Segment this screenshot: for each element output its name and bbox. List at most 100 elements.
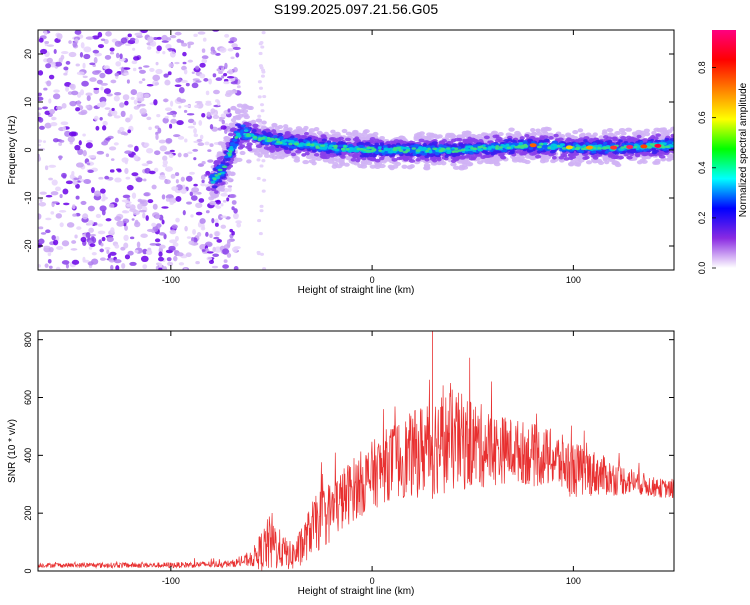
spectrum-noise-blob [100, 86, 103, 90]
spectrum-ridge-blob [421, 153, 425, 156]
spectrum-noise-blob [141, 256, 149, 262]
spectrum-noise-blob [37, 155, 41, 161]
spectrum-noise-blob [69, 131, 77, 136]
spectrum-ridge-blob [575, 163, 581, 167]
spectrum-ridge-blob [407, 165, 414, 169]
spectrum-noise-blob [100, 257, 106, 261]
spectrum-noise-blob [165, 166, 173, 172]
spectrum-ridge-blob [659, 155, 666, 159]
spectrum-noise-blob [110, 47, 115, 51]
spectrum-noise-blob [156, 114, 160, 117]
spectrum-ridge-blob [254, 151, 261, 155]
spectrum-ridge-blob [302, 160, 309, 164]
spectrum-noise-blob [207, 112, 211, 117]
spectrum-noise-blob [257, 177, 261, 180]
spectrum-noise-blob [114, 92, 121, 96]
spectrum-ridge-blob [626, 156, 632, 160]
spectrum-noise-blob [224, 34, 229, 38]
spectrum-noise-blob [167, 257, 172, 261]
spectrum-ridge-blob [360, 135, 366, 139]
spectrum-noise-blob [115, 61, 121, 66]
spectrum-ridge-blob [578, 128, 584, 132]
spectrum-noise-blob [53, 240, 58, 246]
spectrum-noise-blob [257, 115, 261, 118]
spectrum-noise-blob [36, 213, 42, 219]
spectrum-noise-blob [178, 106, 181, 109]
spectrum-noise-blob [213, 237, 219, 239]
spectrum-noise-blob [117, 169, 122, 172]
spectrum-noise-blob [82, 63, 85, 69]
spectrum-noise-blob [98, 177, 103, 180]
spectrum-noise-blob [114, 115, 121, 118]
spectrum-noise-blob [114, 259, 122, 263]
spectrum-ridge-blob [501, 156, 507, 160]
spectrum-noise-blob [220, 216, 227, 219]
spectrum-noise-blob [102, 193, 105, 198]
spectrum-noise-blob [199, 63, 205, 68]
spectrum-noise-blob [76, 63, 80, 66]
spectrum-ridge-blob [635, 154, 640, 158]
spectrum-noise-blob [51, 235, 55, 240]
spectrum-noise-blob [144, 143, 150, 147]
spectrum-ridge-blob [314, 153, 319, 157]
spectrum-noise-blob [186, 252, 192, 257]
spectrum-noise-blob [124, 150, 132, 154]
spectrum-ridge-blob [378, 146, 382, 149]
spectrum-noise-blob [59, 210, 66, 213]
spectrum-noise-blob [163, 73, 168, 77]
spectrum-ridge-blob [242, 109, 248, 113]
spectrum-noise-blob [101, 101, 106, 106]
spectrum-noise-blob [99, 73, 105, 78]
spectrum-noise-blob [206, 91, 210, 96]
spectrum-ridge-blob [472, 139, 478, 143]
spectrum-noise-blob [51, 191, 59, 195]
spectrum-ridge-blob [451, 139, 456, 143]
spectrum-noise-blob [56, 246, 63, 250]
spectrum-ridge-blob [592, 142, 597, 145]
spectrum-noise-blob [65, 86, 69, 91]
spectrum-ridge-blob [403, 158, 408, 162]
spectrum-ridge-blob [221, 161, 226, 164]
spectrum-ridge-blob [238, 146, 243, 150]
spectrum-noise-blob [148, 127, 152, 131]
spectrum-noise-blob [102, 237, 106, 241]
spectrum-noise-blob [201, 161, 205, 164]
spectrum-noise-blob [122, 200, 129, 203]
spectrum-noise-blob [86, 36, 94, 39]
spectrum-noise-blob [71, 171, 74, 176]
spectrum-noise-blob [72, 214, 77, 217]
spectrum-noise-blob [170, 101, 173, 107]
spectrum-ridge-blob [345, 138, 351, 142]
spectrum-noise-blob [201, 175, 206, 180]
spectrum-noise-blob [215, 99, 219, 102]
spectrum-noise-blob [83, 150, 87, 156]
spectrum-noise-blob [260, 209, 264, 212]
spectrum-ridge-blob [242, 113, 249, 117]
spectrum-noise-blob [216, 77, 223, 81]
spectrum-noise-blob [143, 179, 147, 182]
spectrum-noise-blob [171, 224, 177, 228]
spectrum-noise-blob [222, 264, 229, 269]
spectrum-noise-blob [38, 239, 44, 245]
spectrum-noise-blob [79, 140, 82, 145]
spectrum-noise-blob [202, 224, 205, 229]
spectrum-ridge-blob [261, 150, 268, 154]
spectrum-noise-blob [94, 57, 98, 63]
spectrum-noise-blob [115, 198, 119, 203]
spectrum-ridge-blob [232, 139, 237, 142]
spectrum-noise-blob [105, 69, 113, 75]
spectrum-noise-blob [43, 88, 47, 91]
spectrum-noise-blob [159, 140, 166, 144]
spectrum-noise-blob [194, 134, 198, 137]
spectrum-ridge-blob [256, 118, 263, 122]
spectrum-noise-blob [49, 75, 54, 80]
spectrum-ridge-blob [652, 149, 657, 152]
spectrum-noise-blob [155, 238, 160, 242]
spectrum-ridge-blob [357, 164, 364, 168]
spectrum-noise-blob [212, 115, 219, 119]
spectrum-ridge-blob [229, 171, 235, 175]
spectrum-noise-blob [191, 195, 198, 201]
spectrum-ridge-blob [466, 140, 472, 144]
spectrum-noise-blob [36, 139, 42, 142]
spectrum-noise-blob [139, 108, 146, 114]
